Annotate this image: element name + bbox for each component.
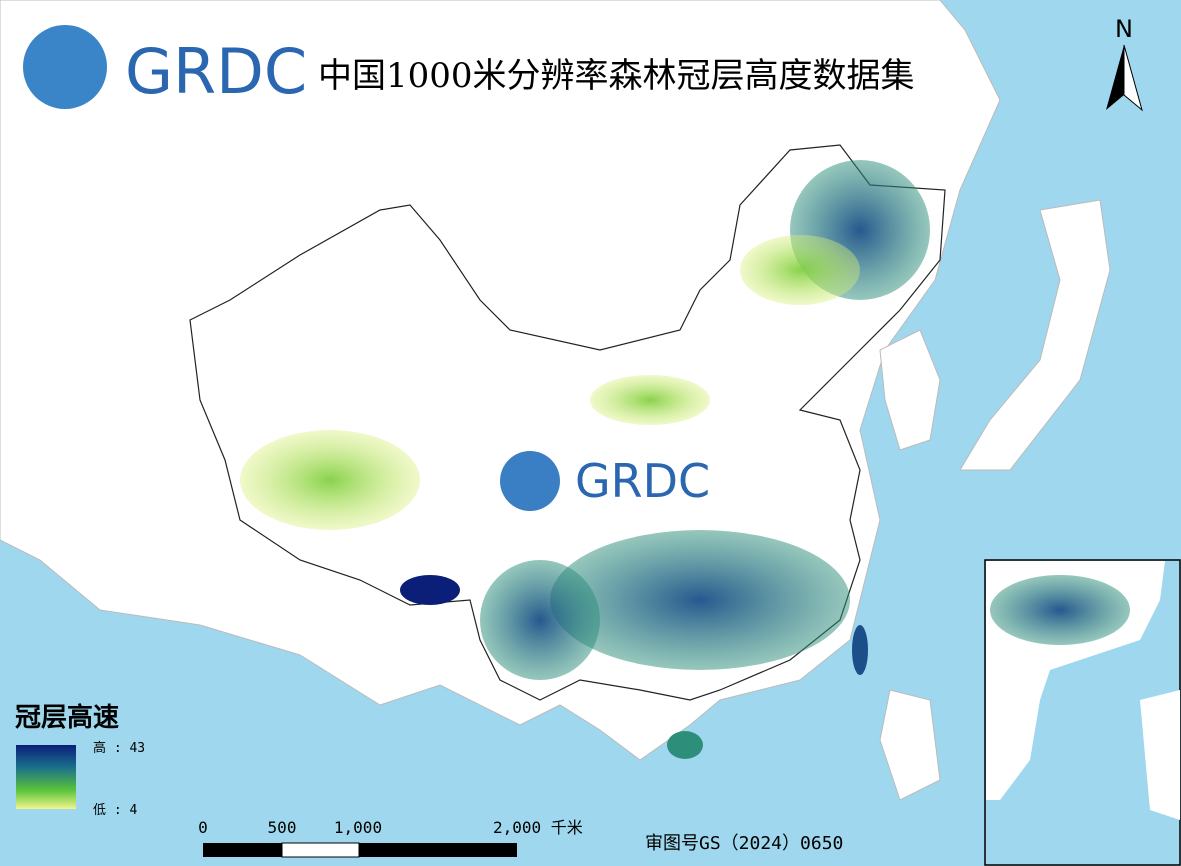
title: 中国1000米分辨率森林冠层高度数据集: [318, 56, 915, 96]
scale-segment: [281, 842, 360, 858]
scale-label: 0: [198, 818, 208, 837]
scale-segment: [359, 843, 517, 857]
watermark: GRDC: [575, 454, 710, 508]
forest-patch: [240, 430, 420, 530]
scale-segment: [203, 843, 282, 857]
inset-land: [1140, 690, 1180, 820]
forest-patch: [590, 375, 710, 425]
scale-bar: 0 500 1,000 2,000 千米: [198, 818, 583, 858]
north-arrow: [1123, 44, 1143, 112]
inset-forest: [990, 575, 1130, 645]
taiwan: [852, 625, 868, 675]
korea: [879, 329, 941, 451]
scale-label: 1,000: [334, 818, 382, 837]
scale-label: 500: [268, 818, 297, 837]
legend-high: 高 : 43: [93, 740, 145, 756]
watermark-logo: [500, 451, 560, 511]
scale-label: 2,000 千米: [493, 818, 583, 837]
north-arrow: [1106, 45, 1124, 110]
forest-patch: [740, 235, 860, 305]
logo-text: GRDC: [125, 35, 307, 108]
legend-low: 低 : 4: [93, 803, 137, 818]
legend-title: 冠层高速: [15, 702, 119, 733]
approval-number: 审图号GS（2024）0650: [645, 833, 843, 854]
hainan: [667, 731, 703, 759]
forest-patch: [480, 560, 600, 680]
forest-patch: [550, 530, 850, 670]
inset-map: [984, 559, 1181, 866]
north-label: N: [1115, 15, 1133, 43]
japan: [959, 199, 1111, 471]
logo-globe: [23, 25, 107, 109]
legend-ramp: [16, 745, 76, 809]
forest-patch: [400, 575, 460, 605]
philippines: [879, 689, 941, 801]
forest-cover: [240, 160, 930, 759]
